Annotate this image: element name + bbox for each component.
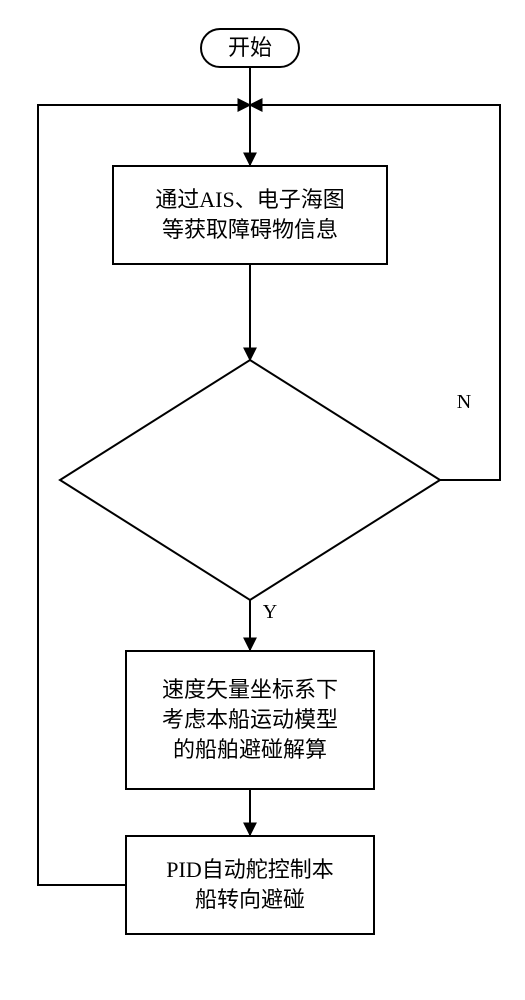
edge-label-no: N [452, 390, 476, 414]
node-pid: PID自动舵控制本 船转向避碰 [125, 835, 375, 935]
node-start: 开始 [200, 28, 300, 68]
node-acquire-label: 通过AIS、电子海图 等获取障碍物信息 [155, 185, 344, 244]
edge-label-no-text: N [457, 389, 471, 416]
node-start-label: 开始 [228, 33, 272, 63]
node-acquire: 通过AIS、电子海图 等获取障碍物信息 [112, 165, 388, 265]
node-solve-label: 速度矢量坐标系下 考虑本船运动模型 的船舶避碰解算 [162, 675, 338, 764]
node-pid-label: PID自动舵控制本 船转向避碰 [166, 855, 333, 914]
node-decision: 碰撞预测模型判断是否 有碰撞危险 [90, 440, 410, 520]
edge-decision-no [250, 105, 500, 480]
node-decision-label: 碰撞预测模型判断是否 有碰撞危险 [140, 450, 360, 509]
edge-label-yes: Y [258, 600, 282, 624]
node-solve: 速度矢量坐标系下 考虑本船运动模型 的船舶避碰解算 [125, 650, 375, 790]
flowchart-canvas: 开始 通过AIS、电子海图 等获取障碍物信息 速度矢量坐标系下 考虑本船运动模型… [0, 0, 525, 1000]
edge-label-yes-text: Y [263, 599, 277, 626]
